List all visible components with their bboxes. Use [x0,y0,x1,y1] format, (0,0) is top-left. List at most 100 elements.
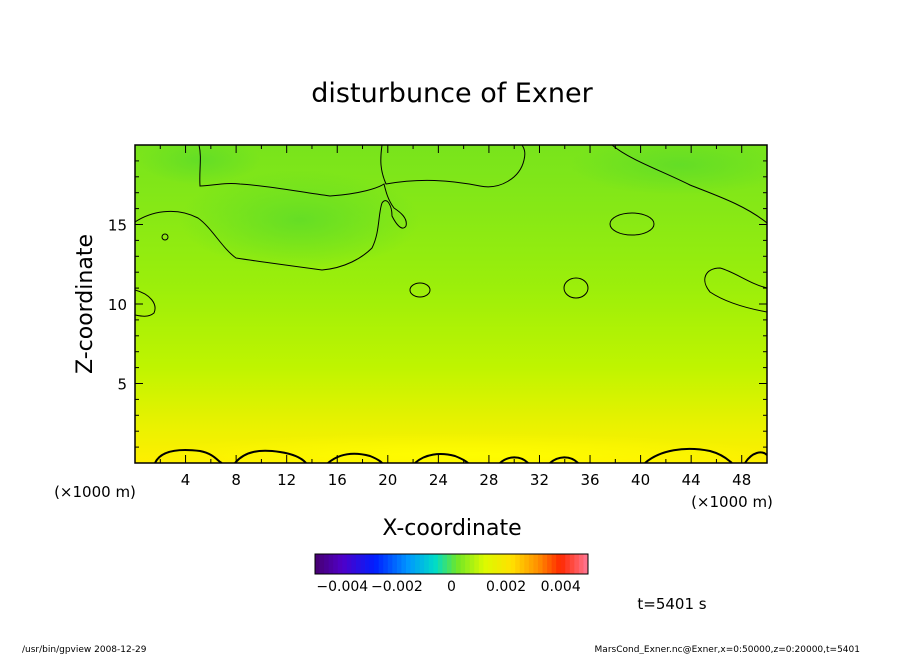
colorbar-swatch [415,554,421,574]
contour-closed-1 [609,212,655,236]
colorbar-ticks: −0.004 −0.002 0 0.002 0.004 [316,579,580,595]
colorbar-swatch [351,554,357,574]
chart-title: disturbunce of Exner [311,78,593,109]
y-axis: 5 10 15 [108,160,767,448]
colorbar-swatch [383,554,389,574]
colorbar-swatch [501,554,507,574]
colorbar-swatch [328,554,334,574]
y-axis-label: Z-coordinate [73,234,98,374]
colorbar-swatch [433,554,439,574]
contour-closed-2 [563,277,589,299]
colorbar-swatch [560,554,566,574]
footer-right: MarsCond_Exner.nc@Exner,x=0:50000,z=0:20… [595,645,860,654]
colorbar-swatch [569,554,575,574]
colorbar-swatch [497,554,502,574]
colorbar-swatch [551,554,557,574]
colorbar-swatch [406,554,411,574]
colorbar-swatch [451,554,457,574]
colorbar-swatch [419,554,425,574]
contour-upper-mid [380,145,526,188]
x-tick-label: 32 [530,471,549,489]
x-unit-label: (×1000 m) [691,493,773,511]
contour-upper-right [611,145,767,224]
colorbar-swatch [519,554,525,574]
colorbar-swatch [483,554,489,574]
colorbar-swatch [547,554,552,574]
x-tick-label: 40 [631,471,650,489]
colorbar-swatch [478,554,484,574]
contour-surface [154,447,767,463]
colorbar-swatch [506,554,512,574]
colorbar-swatch [346,554,352,574]
x-tick-label: 20 [378,471,397,489]
x-tick-label: 16 [328,471,347,489]
x-tick-label: 24 [429,471,448,489]
z-unit-label: (×1000 m) [54,483,136,501]
colorbar-frame [314,553,589,575]
colorbar-swatch [369,554,375,574]
contour-closed-3 [409,282,431,298]
colorbar-swatch [319,554,325,574]
colorbar-swatch [337,554,343,574]
x-tick-label: 28 [479,471,498,489]
colorbar-swatch [533,554,539,574]
colorbar-swatch [355,554,361,574]
colorbar-swatch [460,554,466,574]
x-axis: 4 8 12 16 20 24 28 32 36 40 44 48 [159,145,768,489]
colorbar-swatch [342,554,348,574]
colorbar-swatch [556,554,562,574]
y-tick-label: 15 [108,217,127,235]
x-tick-label: 8 [231,471,241,489]
colorbar-swatch [542,554,548,574]
colorbar-swatch [510,554,516,574]
colorbar-tick-label: −0.002 [371,579,423,595]
colorbar-swatch [401,554,407,574]
x-tick-label: 36 [580,471,599,489]
colorbar-swatch [374,554,380,574]
colorbar-swatch [456,554,461,574]
colorbar-swatch [360,554,366,574]
colorbar [314,553,589,575]
colorbar-swatch [446,554,452,574]
heatmap-field [135,145,767,463]
colorbar-tick-label: −0.004 [316,579,368,595]
colorbar-tick-label: 0 [447,579,456,595]
colorbar-swatch [424,554,430,574]
colorbar-swatch [487,554,493,574]
y-tick-label: 10 [108,296,127,314]
colorbar-swatch [333,554,339,574]
colorbar-swatch [324,554,330,574]
y-tick-label: 5 [117,376,127,394]
colorbar-swatch [315,554,320,574]
contour-left-edge [135,289,156,317]
colorbar-swatch [578,554,584,574]
colorbar-swatch [392,554,398,574]
colorbar-tick-label: 0.004 [541,579,581,595]
colorbar-tick-label: 0.002 [486,579,526,595]
x-tick-label: 4 [181,471,191,489]
x-tick-label: 12 [277,471,296,489]
colorbar-swatch [365,554,370,574]
colorbar-swatch [378,554,384,574]
colorbar-swatch [574,554,580,574]
colorbar-swatch [410,554,416,574]
colorbar-swatch [528,554,534,574]
colorbar-swatch [396,554,402,574]
colorbar-swatch [537,554,543,574]
colorbar-swatch [474,554,480,574]
time-label: t=5401 s [637,595,706,613]
contour-lines [135,145,767,463]
colorbar-swatch [428,554,434,574]
x-axis-label: X-coordinate [382,516,521,541]
footer-left: /usr/bin/gpview 2008-12-29 [22,645,147,654]
colorbar-swatch [465,554,471,574]
colorbar-swatch [437,554,443,574]
colorbar-swatch [387,554,393,574]
contour-upper-left [135,145,407,271]
colorbar-swatch [492,554,498,574]
colorbar-swatch [442,554,448,574]
colorbar-swatch [583,554,589,574]
x-tick-label: 44 [682,471,701,489]
